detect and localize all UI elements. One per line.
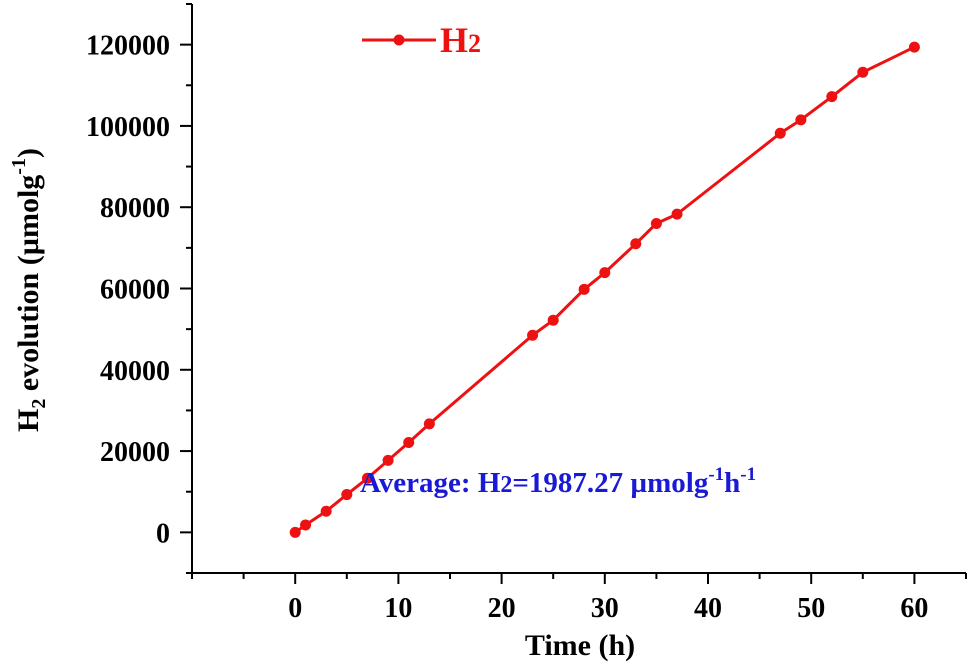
y-tick-label: 60000 bbox=[100, 275, 170, 306]
annotation-h: h bbox=[724, 467, 740, 499]
data-point bbox=[650, 217, 662, 229]
y-axis-title-sub: 2 bbox=[28, 399, 50, 409]
y-axis-title-end: ) bbox=[12, 148, 45, 158]
y-tick-label: 20000 bbox=[100, 437, 170, 468]
series-layer bbox=[289, 41, 920, 538]
data-point bbox=[423, 418, 435, 430]
data-point bbox=[320, 505, 332, 517]
y-axis-title-rest: evolution (µmolg bbox=[12, 175, 45, 399]
data-point bbox=[795, 114, 807, 126]
data-point bbox=[671, 208, 683, 220]
x-axis-title: Time (h) bbox=[525, 629, 635, 662]
y-tick-label: 120000 bbox=[86, 31, 170, 62]
x-tick-label: 20 bbox=[488, 593, 516, 624]
y-tick-label: 40000 bbox=[100, 356, 170, 387]
data-point bbox=[403, 437, 415, 449]
data-point bbox=[341, 489, 353, 501]
y-axis-title-main: H bbox=[12, 409, 45, 432]
annotation-sub: 2 bbox=[500, 472, 512, 498]
data-point bbox=[578, 283, 590, 295]
legend: H2 bbox=[362, 20, 481, 60]
x-tick-label: 30 bbox=[591, 593, 619, 624]
annotation-middle: =1987.27 µmolg bbox=[512, 467, 708, 499]
legend-label-main: H bbox=[440, 20, 468, 60]
x-tick-label: 50 bbox=[797, 593, 825, 624]
x-tick-label: 60 bbox=[900, 593, 928, 624]
data-point bbox=[599, 267, 611, 279]
x-tick-label: 10 bbox=[384, 593, 412, 624]
average-annotation: Average: H2=1987.27 µmolg-1h-1 bbox=[360, 464, 756, 499]
annotation-sup2: -1 bbox=[740, 464, 756, 485]
data-point bbox=[630, 238, 642, 250]
data-point bbox=[826, 91, 838, 103]
y-axis-title: H2 evolution (µmolg-1) bbox=[8, 148, 50, 432]
data-point bbox=[547, 314, 559, 326]
y-ticks: 0 20000 40000 60000 80000 100000 120000 bbox=[86, 3, 192, 574]
data-point bbox=[774, 127, 786, 139]
data-point bbox=[908, 41, 920, 53]
data-point bbox=[361, 472, 373, 484]
legend-label: H2 bbox=[440, 20, 481, 60]
data-point bbox=[300, 519, 312, 531]
x-tick-label: 0 bbox=[288, 593, 302, 624]
data-point bbox=[382, 454, 394, 466]
x-ticks: 0 10 20 30 40 50 60 bbox=[191, 573, 967, 624]
y-axis-title-sup: -1 bbox=[8, 158, 30, 175]
y-tick-label: 80000 bbox=[100, 193, 170, 224]
legend-label-sub: 2 bbox=[468, 29, 481, 58]
annotation-prefix: Average: H bbox=[360, 467, 501, 499]
data-point bbox=[857, 66, 869, 78]
annotation-sup1: -1 bbox=[708, 464, 724, 485]
x-tick-label: 40 bbox=[694, 593, 722, 624]
data-point bbox=[289, 526, 301, 538]
y-tick-label: 100000 bbox=[86, 112, 170, 143]
y-tick-label: 0 bbox=[156, 518, 170, 549]
data-point bbox=[527, 329, 539, 341]
legend-marker bbox=[393, 34, 405, 46]
